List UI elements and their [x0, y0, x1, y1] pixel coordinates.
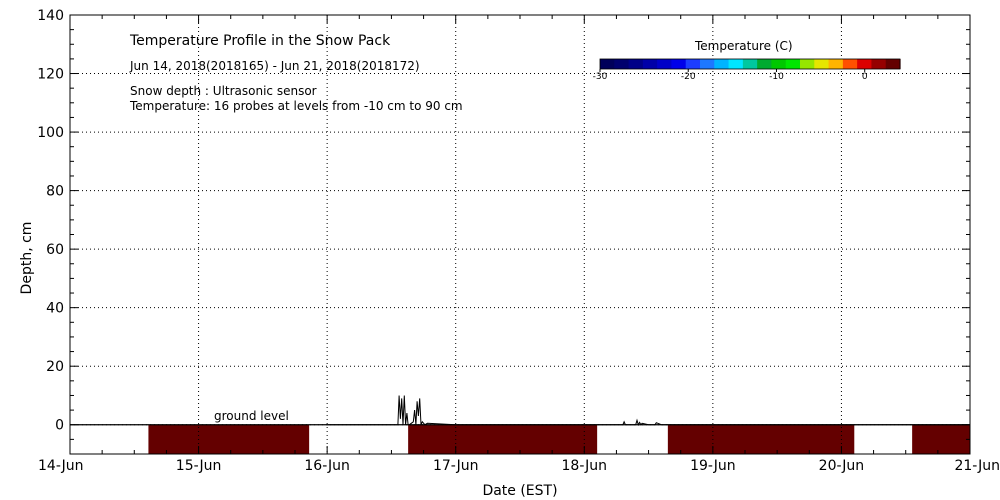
ground-level-label: ground level — [214, 409, 289, 423]
y-tick-label: 0 — [55, 418, 64, 434]
colorbar: -30 -20 -10 0 — [593, 58, 901, 82]
x-tick-label: 20-Jun — [819, 458, 865, 474]
colorbar-swatch — [771, 59, 787, 69]
y-tick-label: 60 — [46, 242, 64, 258]
colorbar-swatch — [642, 59, 658, 69]
colorbar-swatch — [728, 59, 744, 69]
plot-area — [70, 15, 970, 454]
ground-segment-1 — [148, 424, 310, 454]
y-axis-label: Depth, cm — [19, 222, 35, 295]
date-range: Jun 14, 2018(2018165) - Jun 21, 2018(201… — [129, 59, 420, 73]
colorbar-swatch — [871, 59, 887, 69]
x-tick-label: 17-Jun — [433, 458, 479, 474]
plot-background — [70, 15, 970, 454]
colorbar-border — [599, 58, 901, 70]
colorbar-tick-label: 0 — [862, 72, 868, 82]
colorbar-swatch — [657, 59, 673, 69]
ground-temperature-band — [148, 424, 970, 454]
colorbar-swatch — [857, 59, 873, 69]
colorbar-swatch — [757, 59, 773, 69]
x-tick-label: 16-Jun — [304, 458, 350, 474]
y-tick-label: 20 — [46, 359, 64, 375]
snow-depth-trace — [70, 395, 970, 426]
colorbar-swatch — [800, 59, 815, 69]
colorbar-swatch — [885, 59, 901, 69]
colorbar-tick-label: -10 — [769, 72, 784, 82]
y-tick-label: 140 — [37, 8, 64, 24]
colorbar-swatch — [614, 59, 630, 69]
snow-depth-line — [327, 395, 970, 426]
note-temperature: Temperature: 16 probes at levels from -1… — [129, 99, 463, 113]
colorbar-swatch — [685, 59, 701, 69]
colorbar-title: Temperature (C) — [694, 39, 793, 53]
x-tick-label: 18-Jun — [562, 458, 608, 474]
colorbar-swatch — [628, 59, 644, 69]
x-tick-label: 21-Jun — [954, 458, 1000, 474]
x-tick-label: 19-Jun — [690, 458, 736, 474]
colorbar-tick-label: -30 — [593, 72, 608, 82]
ground-segment-3 — [667, 424, 855, 454]
colorbar-swatch — [814, 59, 830, 69]
y-tick-label: 120 — [37, 67, 64, 83]
colorbar-swatch — [785, 59, 801, 69]
colorbar-swatch — [671, 59, 687, 69]
colorbar-swatch — [828, 59, 844, 69]
colorbar-tick-label: -20 — [681, 72, 696, 82]
chart-title: Temperature Profile in the Snow Pack — [129, 33, 391, 49]
ground-segment-2 — [408, 424, 598, 454]
colorbar-swatch — [600, 59, 615, 69]
ground-segment-4 — [912, 424, 970, 454]
colorbar-swatch — [742, 59, 758, 69]
colorbar-swatch — [842, 59, 858, 69]
x-tick-label: 15-Jun — [176, 458, 222, 474]
colorbar-swatch — [700, 59, 715, 69]
y-tick-label: 100 — [37, 125, 64, 141]
colorbar-swatch — [714, 59, 730, 69]
x-tick-label: 14-Jun — [38, 458, 84, 474]
x-axis-label: Date (EST) — [482, 483, 557, 499]
note-snow-depth: Snow depth : Ultrasonic sensor — [130, 84, 317, 98]
y-tick-label: 40 — [46, 301, 64, 317]
y-axis-ticks: 0 20 40 60 80 100 120 140 — [37, 8, 970, 455]
y-tick-label: 80 — [46, 184, 64, 200]
x-axis-ticks: 14-Jun 15-Jun 16-Jun 17-Jun 18-Jun 19-Jun 20-J… — [38, 15, 1000, 474]
